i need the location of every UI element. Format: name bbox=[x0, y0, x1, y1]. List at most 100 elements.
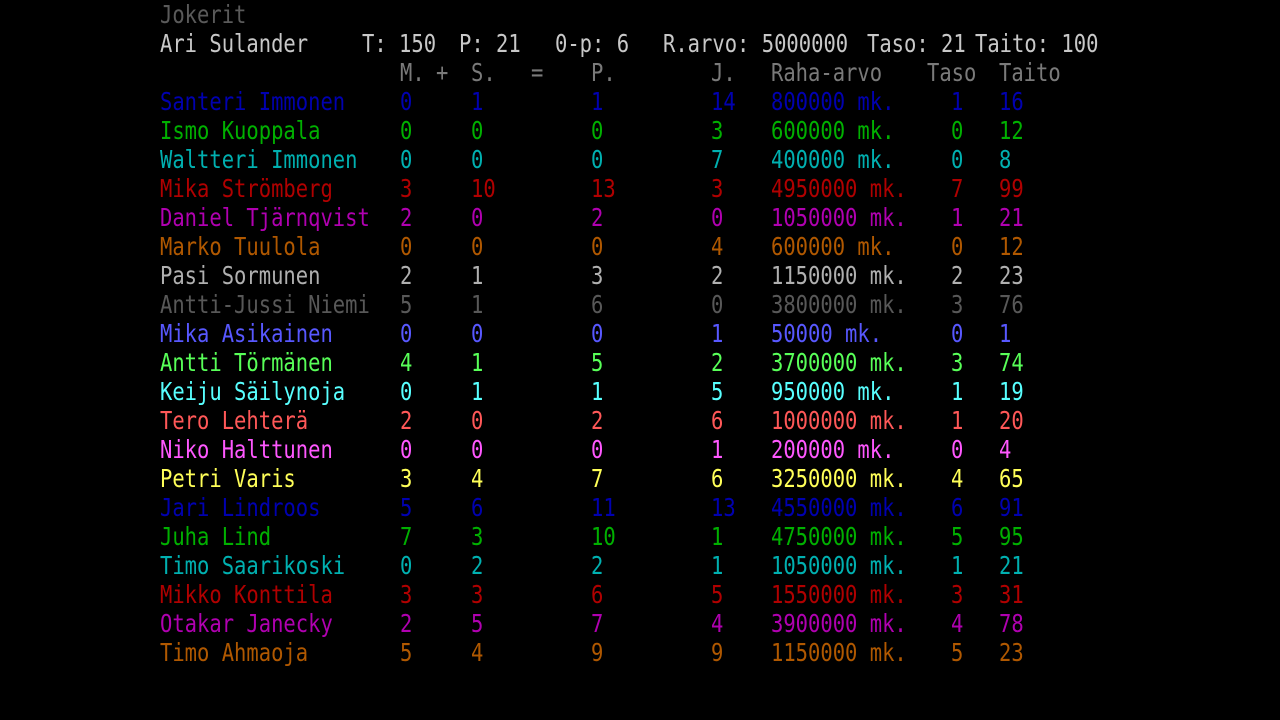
player-penalties: 5 bbox=[711, 377, 724, 406]
player-level: 3 bbox=[951, 580, 964, 609]
player-assists: 0 bbox=[471, 406, 484, 435]
player-assists: 5 bbox=[471, 609, 484, 638]
player-assists: 4 bbox=[471, 638, 484, 667]
player-value: 4950000 mk. bbox=[771, 174, 907, 203]
goalie-games: T: 150 bbox=[362, 29, 437, 58]
player-level: 7 bbox=[951, 174, 964, 203]
player-goals: 5 bbox=[400, 638, 413, 667]
player-name: Pasi Sormunen bbox=[160, 261, 321, 290]
player-level: 1 bbox=[951, 377, 964, 406]
player-goals: 5 bbox=[400, 290, 413, 319]
player-goals: 7 bbox=[400, 522, 413, 551]
player-level: 0 bbox=[951, 319, 964, 348]
player-name: Otakar Janecky bbox=[160, 609, 333, 638]
player-value: 1000000 mk. bbox=[771, 406, 907, 435]
player-penalties: 3 bbox=[711, 174, 724, 203]
goalie-value: R.arvo: 5000000 bbox=[663, 29, 849, 58]
player-level: 0 bbox=[951, 116, 964, 145]
player-level: 0 bbox=[951, 232, 964, 261]
player-skill: 20 bbox=[999, 406, 1024, 435]
player-skill: 23 bbox=[999, 638, 1024, 667]
player-skill: 19 bbox=[999, 377, 1024, 406]
team-name: Jokerit bbox=[160, 0, 247, 29]
player-goals: 2 bbox=[400, 203, 413, 232]
player-points: 2 bbox=[591, 551, 604, 580]
player-penalties: 0 bbox=[711, 203, 724, 232]
player-points: 11 bbox=[591, 493, 616, 522]
player-name: Antti-Jussi Niemi bbox=[160, 290, 370, 319]
player-goals: 3 bbox=[400, 464, 413, 493]
player-goals: 0 bbox=[400, 435, 413, 464]
player-skill: 78 bbox=[999, 609, 1024, 638]
player-value: 50000 mk. bbox=[771, 319, 883, 348]
player-value: 950000 mk. bbox=[771, 377, 895, 406]
player-penalties: 6 bbox=[711, 406, 724, 435]
player-value: 1150000 mk. bbox=[771, 638, 907, 667]
player-level: 1 bbox=[951, 551, 964, 580]
player-penalties: 3 bbox=[711, 116, 724, 145]
player-value: 600000 mk. bbox=[771, 116, 895, 145]
player-skill: 31 bbox=[999, 580, 1024, 609]
player-level: 2 bbox=[951, 261, 964, 290]
goalie-points: P: 21 bbox=[459, 29, 521, 58]
player-level: 0 bbox=[951, 145, 964, 174]
player-level: 4 bbox=[951, 609, 964, 638]
player-penalties: 2 bbox=[711, 261, 724, 290]
player-goals: 0 bbox=[400, 551, 413, 580]
player-level: 5 bbox=[951, 638, 964, 667]
player-assists: 0 bbox=[471, 116, 484, 145]
goalie-skill: Taito: 100 bbox=[975, 29, 1099, 58]
player-points: 0 bbox=[591, 319, 604, 348]
player-level: 3 bbox=[951, 290, 964, 319]
player-assists: 1 bbox=[471, 348, 484, 377]
player-level: 3 bbox=[951, 348, 964, 377]
player-name: Tero Lehterä bbox=[160, 406, 309, 435]
player-penalties: 14 bbox=[711, 87, 736, 116]
player-level: 1 bbox=[951, 203, 964, 232]
player-assists: 2 bbox=[471, 551, 484, 580]
player-skill: 12 bbox=[999, 232, 1024, 261]
player-name: Mika Asikainen bbox=[160, 319, 333, 348]
player-value: 3700000 mk. bbox=[771, 348, 907, 377]
player-points: 0 bbox=[591, 116, 604, 145]
player-name: Santeri Immonen bbox=[160, 87, 346, 116]
player-assists: 10 bbox=[471, 174, 496, 203]
player-goals: 2 bbox=[400, 609, 413, 638]
player-points: 7 bbox=[591, 609, 604, 638]
player-value: 3900000 mk. bbox=[771, 609, 907, 638]
player-goals: 2 bbox=[400, 261, 413, 290]
player-skill: 23 bbox=[999, 261, 1024, 290]
player-points: 2 bbox=[591, 406, 604, 435]
player-name: Niko Halttunen bbox=[160, 435, 333, 464]
player-name: Timo Ahmaoja bbox=[160, 638, 309, 667]
player-goals: 4 bbox=[400, 348, 413, 377]
player-skill: 1 bbox=[999, 319, 1012, 348]
player-goals: 3 bbox=[400, 174, 413, 203]
player-penalties: 9 bbox=[711, 638, 724, 667]
player-skill: 12 bbox=[999, 116, 1024, 145]
player-name: Mika Strömberg bbox=[160, 174, 333, 203]
player-name: Marko Tuulola bbox=[160, 232, 321, 261]
player-points: 1 bbox=[591, 377, 604, 406]
player-penalties: 6 bbox=[711, 464, 724, 493]
player-penalties: 5 bbox=[711, 580, 724, 609]
player-level: 5 bbox=[951, 522, 964, 551]
player-points: 0 bbox=[591, 435, 604, 464]
player-points: 6 bbox=[591, 580, 604, 609]
player-penalties: 1 bbox=[711, 319, 724, 348]
player-value: 1050000 mk. bbox=[771, 551, 907, 580]
player-points: 5 bbox=[591, 348, 604, 377]
player-points: 0 bbox=[591, 145, 604, 174]
player-penalties: 7 bbox=[711, 145, 724, 174]
player-name: Keiju Säilynoja bbox=[160, 377, 346, 406]
player-goals: 0 bbox=[400, 87, 413, 116]
player-assists: 4 bbox=[471, 464, 484, 493]
player-goals: 5 bbox=[400, 493, 413, 522]
player-value: 400000 mk. bbox=[771, 145, 895, 174]
player-name: Ismo Kuoppala bbox=[160, 116, 321, 145]
col-assists: S. bbox=[471, 58, 496, 87]
player-goals: 0 bbox=[400, 319, 413, 348]
col-skill: Taito bbox=[999, 58, 1061, 87]
player-assists: 6 bbox=[471, 493, 484, 522]
player-value: 600000 mk. bbox=[771, 232, 895, 261]
